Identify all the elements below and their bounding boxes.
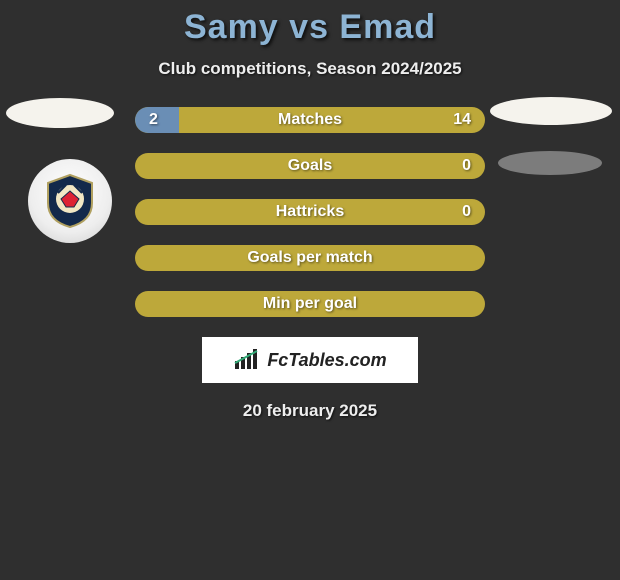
bar-right-value: 0: [462, 199, 471, 225]
date-text: 20 february 2025: [0, 401, 620, 421]
comparison-bar: Hattricks0: [135, 199, 485, 225]
bar-label: Goals: [135, 153, 485, 179]
player-right-oval-2: [498, 151, 602, 175]
bar-label: Matches: [135, 107, 485, 133]
bar-label: Hattricks: [135, 199, 485, 225]
main-area: 2Matches14Goals0Hattricks0Goals per matc…: [0, 107, 620, 421]
player-right-oval-1: [490, 97, 612, 125]
bar-label: Goals per match: [135, 245, 485, 271]
subtitle: Club competitions, Season 2024/2025: [0, 59, 620, 79]
page-title: Samy vs Emad: [0, 8, 620, 47]
comparison-bar: 2Matches14: [135, 107, 485, 133]
comparison-infographic: Samy vs Emad Club competitions, Season 2…: [0, 0, 620, 421]
comparison-bar: Goals0: [135, 153, 485, 179]
player-left-oval: [6, 98, 114, 128]
comparison-bar: Goals per match: [135, 245, 485, 271]
comparison-bar: Min per goal: [135, 291, 485, 317]
comparison-bars: 2Matches14Goals0Hattricks0Goals per matc…: [135, 107, 485, 317]
bar-right-value: 0: [462, 153, 471, 179]
source-logo-text: FcTables.com: [267, 350, 386, 371]
team-crest-icon: [40, 171, 100, 231]
team-badge: [28, 159, 112, 243]
bar-label: Min per goal: [135, 291, 485, 317]
source-logo: FcTables.com: [202, 337, 418, 383]
chart-icon: [233, 349, 261, 371]
bar-right-value: 14: [453, 107, 471, 133]
